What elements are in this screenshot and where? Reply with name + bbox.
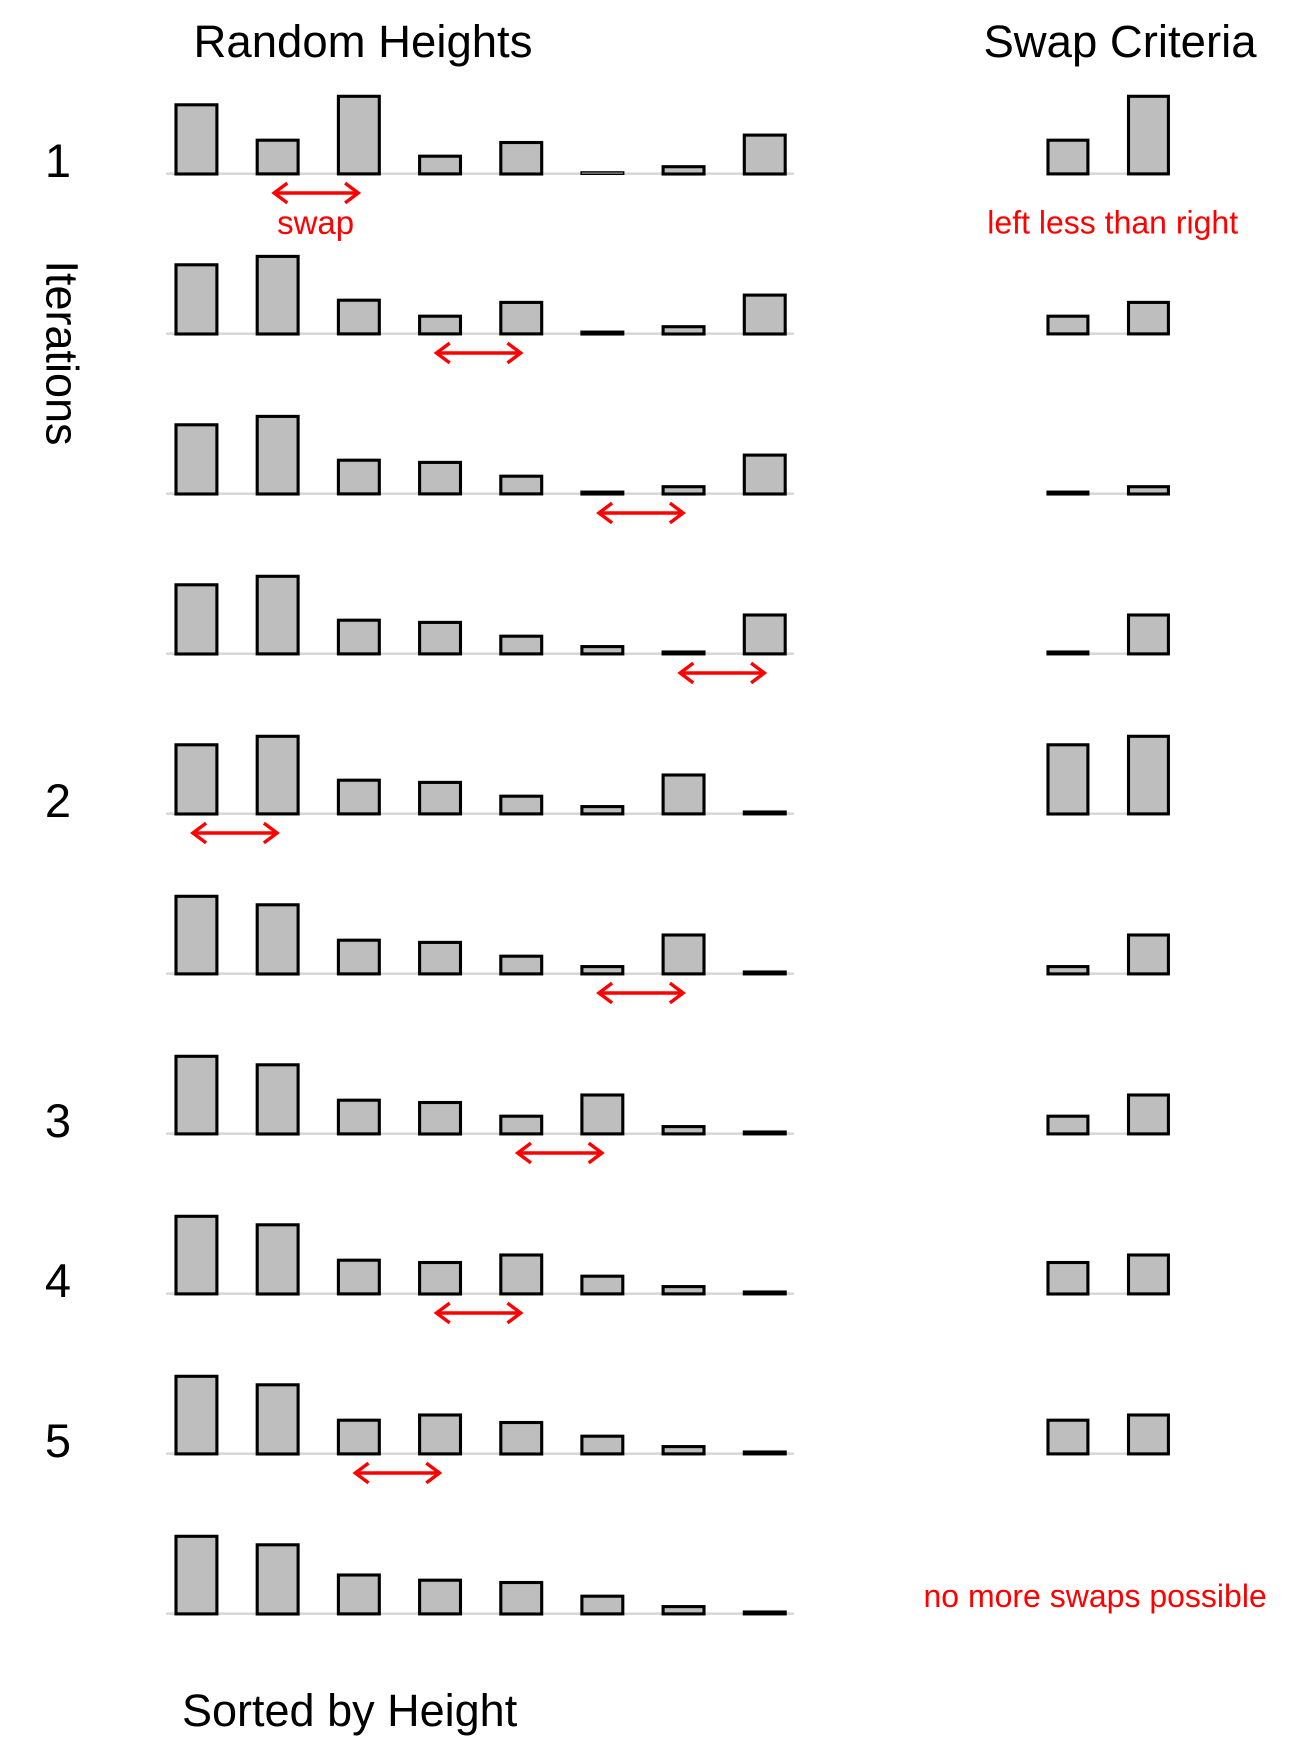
svg-text:4: 4 [45, 1254, 71, 1307]
svg-text:Swap Criteria: Swap Criteria [983, 16, 1257, 67]
svg-text:Iterations: Iterations [37, 260, 88, 445]
svg-text:2: 2 [45, 774, 71, 827]
svg-text:Random Heights: Random Heights [194, 16, 533, 67]
svg-text:3: 3 [45, 1094, 71, 1147]
svg-text:5: 5 [45, 1414, 71, 1467]
svg-text:Sorted by Height: Sorted by Height [182, 1685, 518, 1736]
svg-text:swap: swap [277, 204, 354, 241]
svg-text:left less than right: left less than right [987, 204, 1238, 240]
svg-text:1: 1 [45, 134, 71, 187]
svg-text:no more swaps possible: no more swaps possible [923, 1578, 1266, 1614]
